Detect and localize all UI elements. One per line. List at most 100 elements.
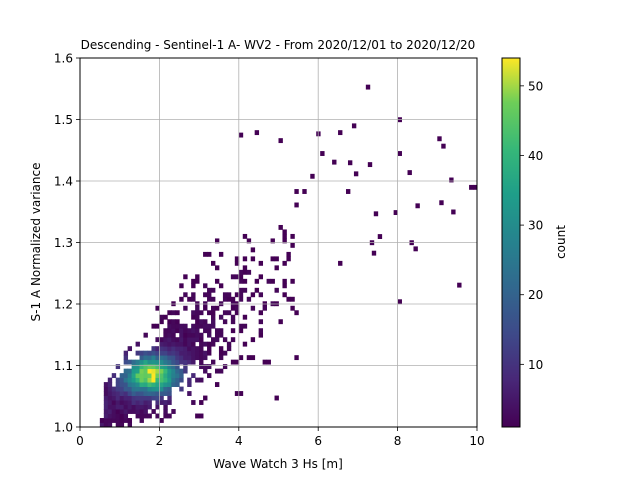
heatmap-cell [147,404,152,410]
heatmap-cell [147,373,152,379]
heatmap-cell [151,368,156,374]
heatmap-cell [123,386,129,392]
heatmap-cell [111,404,117,410]
heatmap-cell [135,413,140,419]
heatmap-cell [258,319,264,325]
heatmap-cell [207,310,212,316]
heatmap-cell [214,382,220,387]
heatmap-cell [119,382,125,387]
heatmap-cell [139,413,144,419]
heatmap-cell [167,386,172,392]
heatmap-cell [155,305,160,311]
heatmap-cell [123,368,129,374]
heatmap-cell [175,377,180,383]
heatmap-cell [171,328,176,334]
heatmap-cell [338,260,343,266]
heatmap-cell [183,359,188,365]
heatmap-cell [437,136,442,142]
heatmap-cell [397,299,402,305]
colorbar-tick-label: 50 [528,79,543,93]
heatmap-cell [155,368,160,374]
heatmap-cell [107,413,113,419]
heatmap-cell [171,346,176,352]
heatmap-cell [155,395,160,401]
heatmap-cell [139,400,144,405]
heatmap-cell [179,350,184,356]
heatmap-cell [143,355,148,361]
heatmap-cell [246,355,252,361]
heatmap-cell [207,364,212,370]
heatmap-cell [191,278,196,284]
heatmap-cell [167,382,172,387]
heatmap-cell [187,391,192,396]
heatmap-cell [167,328,172,334]
heatmap-cell [242,233,248,239]
heatmap-cell [218,355,224,361]
heatmap-cell [191,337,196,343]
heatmap-cell [199,310,204,316]
heatmap-cell [107,409,113,414]
heatmap-cell [171,341,176,347]
heatmap-cell [457,282,462,288]
heatmap-cell [127,377,133,383]
heatmap-cell [163,391,168,396]
heatmap-cell [107,391,113,396]
heatmap-cell [127,373,133,379]
heatmap-cell [203,323,208,329]
heatmap-cell [191,314,196,320]
heatmap-cell [115,422,121,428]
heatmap-cell [111,418,117,423]
heatmap-cell [187,355,192,361]
heatmap-cell [135,386,140,392]
heatmap-cell [238,287,244,293]
heatmap-cell [353,171,359,177]
heatmap-cell [179,359,184,365]
heatmap-cell [155,382,160,387]
heatmap-cell [123,373,129,379]
x-tick-label: 10 [469,434,484,448]
heatmap-cell [127,359,133,365]
heatmap-cell [469,184,474,190]
heatmap-cell [167,413,172,419]
heatmap-cell [167,400,172,405]
x-tick-label: 2 [156,434,164,448]
heatmap-cell [218,328,224,334]
heatmap-cell [195,350,200,356]
heatmap-cell [119,400,125,405]
heatmap-cell [167,395,172,401]
heatmap-cell [175,368,180,374]
heatmap-cell [238,274,244,280]
heatmap-cell [214,238,220,244]
heatmap-cell [159,346,164,352]
heatmap-cell [175,310,180,316]
heatmap-cell [230,274,236,280]
heatmap-cell [222,292,228,298]
heatmap-cell [103,409,109,414]
heatmap-cell [163,377,168,383]
heatmap-cell [179,373,184,379]
heatmap-cell [238,132,244,138]
heatmap-cell [171,319,176,325]
heatmap-cell [199,355,204,361]
heatmap-cell [151,355,156,361]
heatmap-cell [290,278,295,284]
heatmap-cell [103,382,109,387]
heatmap-cell [226,296,232,302]
heatmap-cell [171,332,176,338]
heatmap-cell [155,350,160,356]
heatmap-cell [119,404,125,410]
heatmap-cell [143,350,148,356]
heatmap-cell [207,350,212,356]
heatmap-cells [99,84,478,428]
heatmap-cell [242,256,248,262]
heatmap-cell [111,409,117,414]
heatmap-cell [163,413,168,419]
heatmap-cell [211,359,216,365]
heatmap-cell [135,391,140,396]
heatmap-cell [151,391,156,396]
heatmap-cell [203,292,208,298]
heatmap-cell [207,346,212,352]
heatmap-cell [159,391,164,396]
heatmap-cell [211,287,216,293]
heatmap-cell [183,346,188,352]
